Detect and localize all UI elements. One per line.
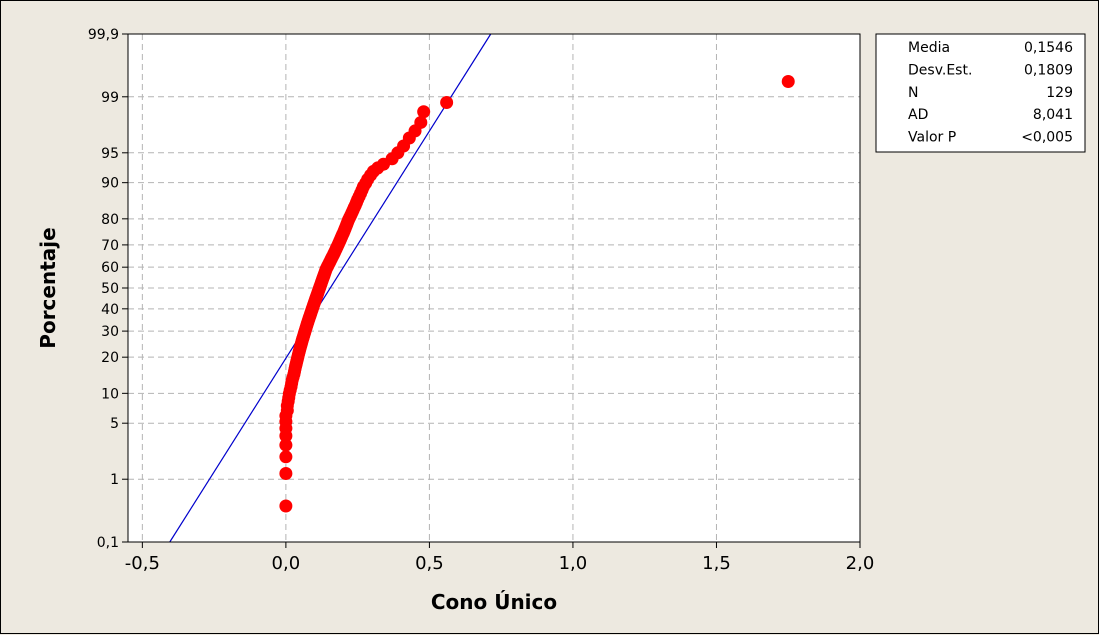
y-tick-label: 90 (101, 176, 119, 192)
x-tick-label: 1,0 (559, 553, 588, 574)
y-tick-label: 30 (101, 324, 119, 340)
data-points (279, 75, 795, 513)
stats-value: 129 (1046, 85, 1073, 101)
x-axis-label: Cono Único (431, 590, 557, 614)
data-point (440, 95, 454, 109)
fit-line-group (169, 33, 492, 543)
y-tick-label: 10 (101, 386, 119, 402)
fit-line (169, 33, 492, 543)
data-point (279, 467, 293, 481)
stats-box: Media 0,1546 Desv.Est. 0,1809 N 129 AD 8,041 Val… (875, 33, 1086, 153)
y-tick-label: 95 (101, 146, 119, 162)
y-tick-label: 50 (101, 281, 119, 297)
data-point (414, 115, 428, 129)
y-tick-label: 99,9 (88, 27, 119, 43)
data-point (417, 105, 431, 119)
y-tick-label: 40 (101, 302, 119, 318)
y-tick-label: 60 (101, 260, 119, 276)
data-point (279, 450, 293, 464)
x-tick-label: -0,5 (125, 553, 160, 574)
stats-label: Media (908, 40, 950, 56)
stats-value: 0,1809 (1024, 62, 1073, 78)
y-tick-label: 5 (110, 416, 119, 432)
stats-value: 0,1546 (1024, 40, 1073, 56)
y-tick-label: 1 (110, 472, 119, 488)
stats-box-border (875, 33, 1086, 153)
x-tick-label: 0,5 (415, 553, 444, 574)
y-tick-label: 99 (101, 90, 119, 106)
y-tick-label: 0,1 (97, 535, 119, 551)
stats-value: <0,005 (1021, 130, 1073, 146)
x-tick-label: 1,5 (702, 553, 731, 574)
data-point (279, 438, 293, 452)
x-tick-label: 2,0 (846, 553, 875, 574)
x-axis-ticks: -0,5 0,0 0,5 1,0 1,5 2,0 (125, 542, 875, 574)
y-axis-label: Porcentaje (36, 227, 60, 348)
stats-label: Valor P (908, 130, 956, 146)
y-tick-label: 20 (101, 350, 119, 366)
x-tick-label: 0,0 (272, 553, 301, 574)
stats-label: Desv.Est. (908, 62, 972, 78)
stats-label: AD (908, 107, 928, 123)
data-point (279, 499, 293, 513)
data-point (781, 75, 795, 89)
y-tick-label: 70 (101, 238, 119, 254)
y-axis-ticks: 0,1 1 5 10 20 30 40 50 60 70 80 90 95 99 99,9 (88, 27, 128, 551)
stats-value: 8,041 (1033, 107, 1073, 123)
y-tick-label: 80 (101, 212, 119, 228)
stats-label: N (908, 85, 918, 101)
